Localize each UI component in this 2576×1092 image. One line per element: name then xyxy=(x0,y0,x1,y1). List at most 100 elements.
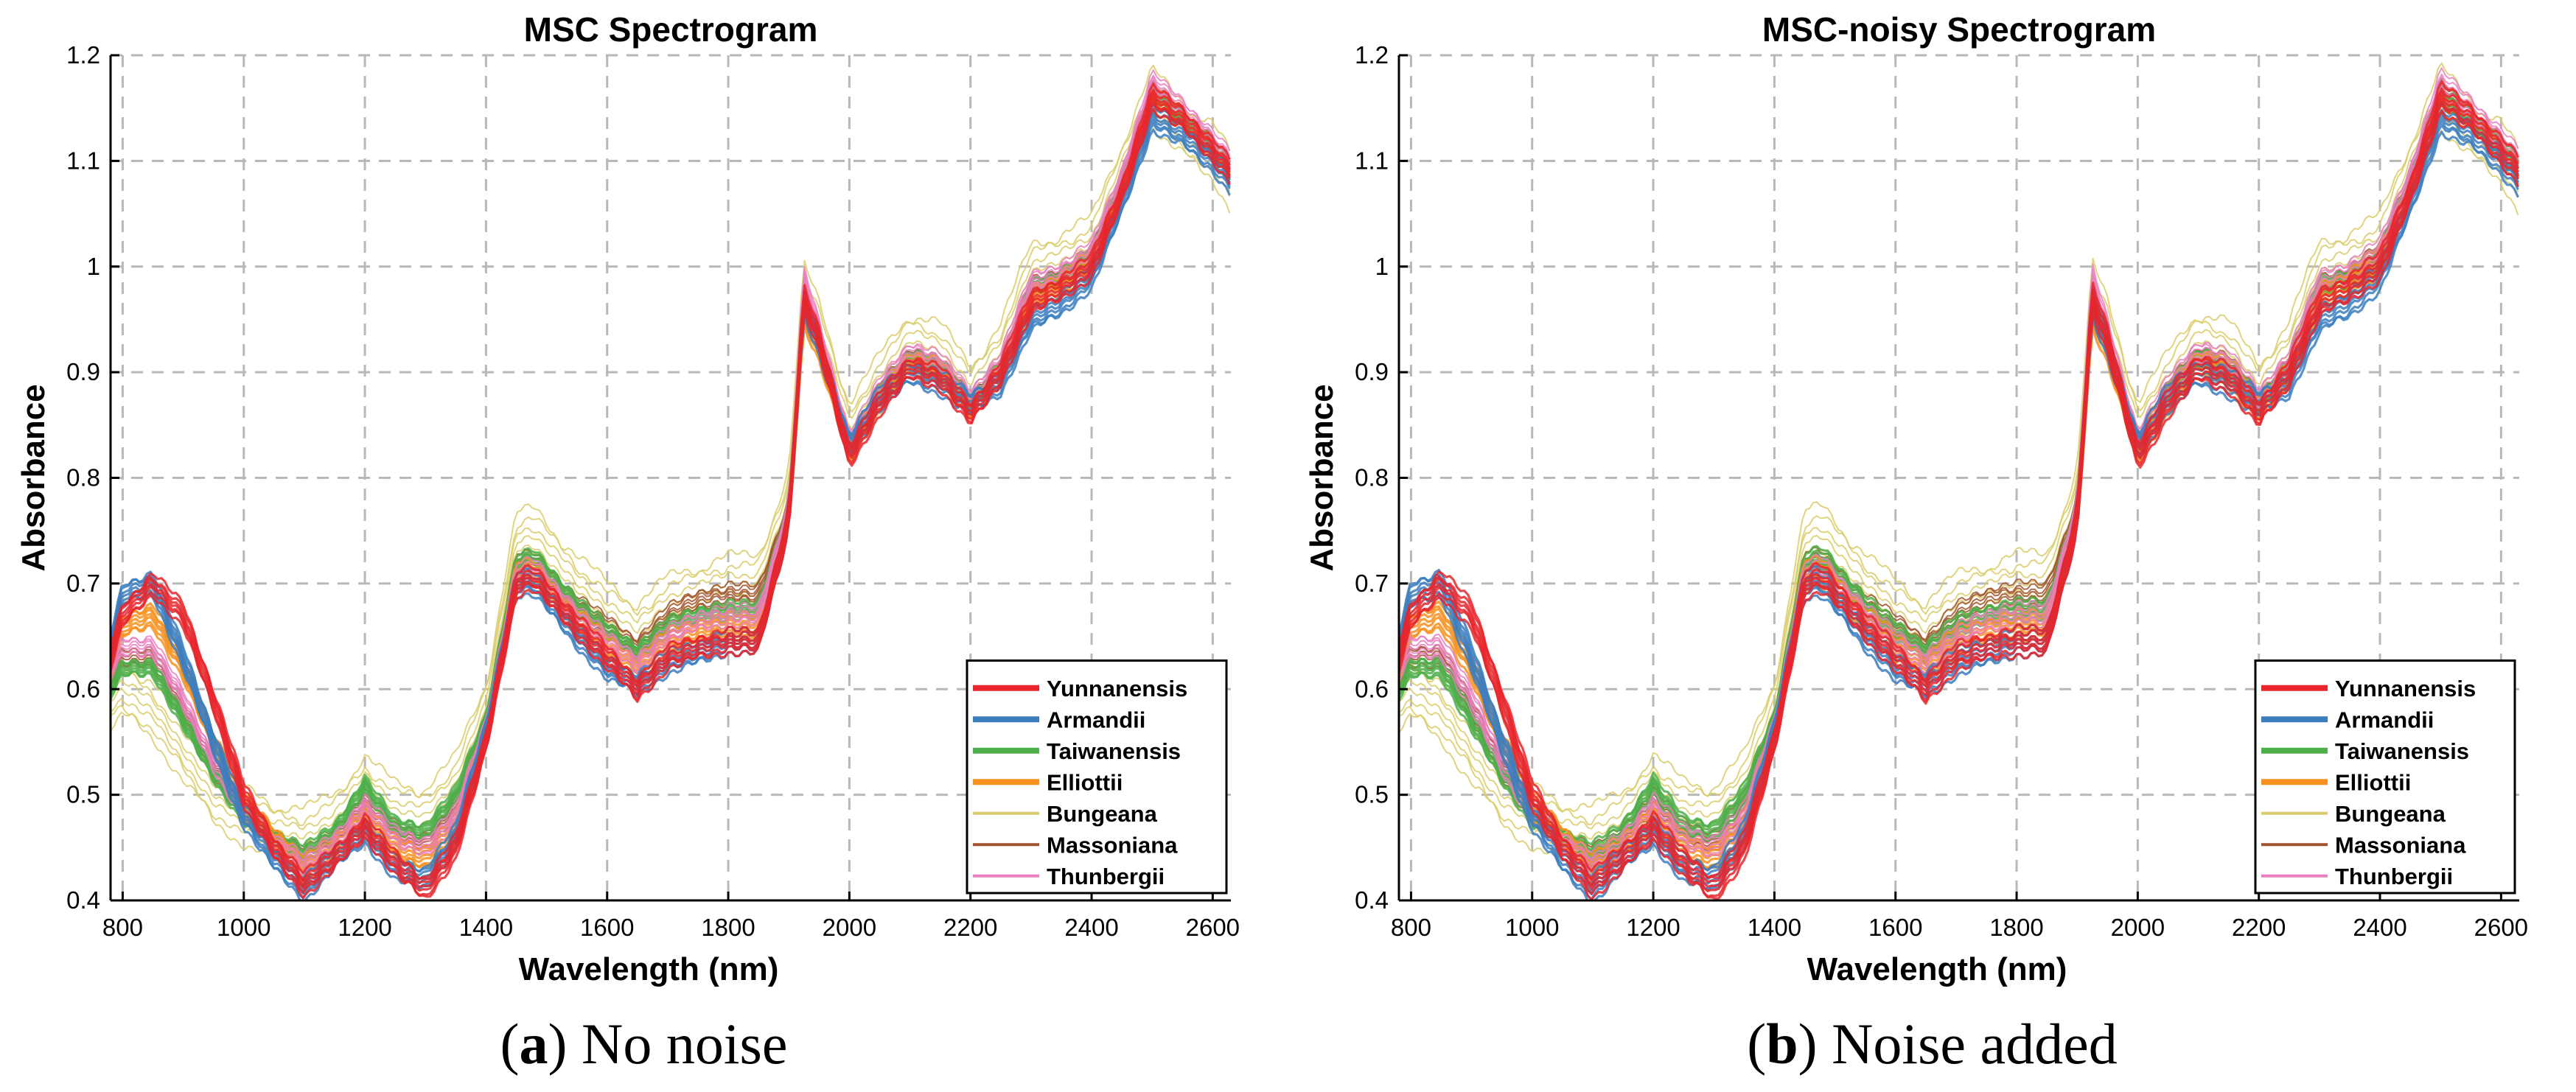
series-trace xyxy=(111,80,1231,826)
legend-item-bungeana: Bungeana xyxy=(2261,801,2446,827)
legend-label: Armandii xyxy=(2335,707,2434,732)
y-tick-label: 1 xyxy=(1375,253,1389,280)
series-trace xyxy=(1399,86,2519,830)
legend-box xyxy=(966,659,1228,895)
y-tick-label: 1.2 xyxy=(1355,41,1389,69)
y-axis-label: Absorbance xyxy=(1304,384,1340,571)
plot-area xyxy=(111,64,1231,900)
legend-label: Bungeana xyxy=(2335,801,2446,827)
legend-item-elliottii: Elliottii xyxy=(2261,769,2411,795)
legend-box xyxy=(2254,659,2516,895)
legend-item-yunnanensis: Yunnanensis xyxy=(2261,676,2476,701)
legend-label: Massoniana xyxy=(2335,832,2466,858)
series-trace xyxy=(111,80,1231,866)
y-tick-label: 1 xyxy=(87,253,100,280)
legend-item-bungeana: Bungeana xyxy=(973,801,1158,827)
y-tick-label: 0.5 xyxy=(1355,781,1389,808)
y-tick-label: 0.6 xyxy=(66,675,100,702)
x-tick-label: 1600 xyxy=(1868,914,1922,941)
caption-a: (a) No noise xyxy=(500,1012,788,1076)
legend-item-armandii: Armandii xyxy=(973,707,1145,732)
x-tick-label: 1800 xyxy=(701,914,755,941)
x-tick-label: 2600 xyxy=(2474,914,2528,941)
caption-letter: b xyxy=(1766,1012,1798,1076)
y-tick-label: 0.9 xyxy=(66,358,100,385)
legend-label: Elliottii xyxy=(1047,769,1123,795)
x-tick-label: 2200 xyxy=(943,914,997,941)
legend-label: Taiwanensis xyxy=(1047,738,1181,764)
legend-item-yunnanensis: Yunnanensis xyxy=(973,676,1187,701)
x-axis-label: Wavelength (nm) xyxy=(519,951,779,987)
msc-spectrogram-chart: MSC Spectrogram 800 1000 1200 1400 1600 1800 20… xyxy=(15,10,1240,987)
series-trace xyxy=(111,95,1231,888)
series-trace xyxy=(1399,88,2519,881)
series-trace xyxy=(111,83,1231,881)
caption-b: (b) Noise added xyxy=(1747,1012,2118,1076)
series-trace xyxy=(111,64,1231,814)
legend-label: Elliottii xyxy=(2335,769,2411,795)
series-trace xyxy=(1399,79,2519,846)
x-tick-label: 1400 xyxy=(459,914,513,941)
series-trace xyxy=(1399,80,2519,866)
msc-noisy-spectrogram-chart: MSC-noisy Spectrogram 800 1000 1200 1400 1600… xyxy=(1304,10,2528,987)
y-tick-label: 0.9 xyxy=(1355,358,1389,385)
series-trace xyxy=(1399,62,2519,813)
legend-label: Massoniana xyxy=(1047,832,1178,858)
legend-label: Bungeana xyxy=(1047,801,1158,827)
x-tick-label: 1400 xyxy=(1748,914,1801,941)
x-tick-label: 2000 xyxy=(823,914,876,941)
series-trace xyxy=(1399,80,2519,879)
legend-item-taiwanensis: Taiwanensis xyxy=(2261,738,2469,764)
y-tick-label: 0.8 xyxy=(1355,464,1389,491)
series-yunnanensis xyxy=(1399,80,2519,900)
chart-panel-a: MSC Spectrogram 800 1000 1200 1400 1600 1800 20… xyxy=(15,10,1240,1076)
legend-item-massoniana: Massoniana xyxy=(2261,832,2466,858)
plot-area xyxy=(1399,62,2519,900)
series-trace xyxy=(111,69,1231,855)
legend-label: Yunnanensis xyxy=(1047,676,1187,701)
chart-title: MSC-noisy Spectrogram xyxy=(1762,10,2156,49)
series-trace xyxy=(111,74,1231,861)
legend-item-massoniana: Massoniana xyxy=(973,832,1178,858)
y-tick-label: 0.5 xyxy=(66,781,100,808)
x-tick-label: 2400 xyxy=(2353,914,2406,941)
series-trace xyxy=(1399,67,2519,853)
x-tick-label: 1000 xyxy=(217,914,270,941)
series-trace xyxy=(111,81,1231,848)
x-tick-label: 2000 xyxy=(2111,914,2165,941)
legend-label: Yunnanensis xyxy=(2335,676,2476,701)
y-tick-label: 0.7 xyxy=(1355,570,1389,597)
caption-letter: a xyxy=(519,1012,548,1076)
x-tick-label: 1000 xyxy=(1505,914,1559,941)
y-tick-label: 0.6 xyxy=(1355,675,1389,702)
x-tick-label: 1200 xyxy=(338,914,391,941)
x-tick-label: 800 xyxy=(1391,914,1431,941)
series-trace xyxy=(1399,73,2519,861)
y-tick-label: 1.2 xyxy=(66,41,100,69)
legend-item-thunbergii: Thunbergii xyxy=(973,864,1165,889)
legend-item-thunbergii: Thunbergii xyxy=(2261,864,2453,889)
x-tick-label: 2400 xyxy=(1064,914,1118,941)
series-trace xyxy=(1399,79,2519,825)
x-tick-label: 2200 xyxy=(2232,914,2286,941)
y-axis-label: Absorbance xyxy=(15,384,52,571)
series-trace xyxy=(1399,96,2519,840)
legend-label: Taiwanensis xyxy=(2335,738,2469,764)
series-trace xyxy=(111,87,1231,830)
y-tick-label: 1.1 xyxy=(66,147,100,174)
x-tick-label: 1200 xyxy=(1626,914,1680,941)
legend-label: Thunbergii xyxy=(1047,864,1165,889)
caption-text: Noise added xyxy=(1817,1012,2118,1076)
legend-item-taiwanensis: Taiwanensis xyxy=(973,738,1181,764)
x-axis-label: Wavelength (nm) xyxy=(1807,951,2067,987)
legend-label: Armandii xyxy=(1047,707,1145,732)
x-tick-label: 1800 xyxy=(1989,914,2043,941)
chart-panel-b: MSC-noisy Spectrogram 800 1000 1200 1400 1600… xyxy=(1288,0,2576,1092)
series-trace xyxy=(1399,99,2519,892)
y-tick-label: 0.8 xyxy=(66,464,100,491)
y-tick-label: 0.7 xyxy=(66,570,100,597)
legend: Yunnanensis Armandii Taiwanensis Elliottii B… xyxy=(2254,659,2516,895)
series-yunnanensis xyxy=(111,83,1231,900)
legend-item-elliottii: Elliottii xyxy=(973,769,1123,795)
legend-label: Thunbergii xyxy=(2335,864,2453,889)
